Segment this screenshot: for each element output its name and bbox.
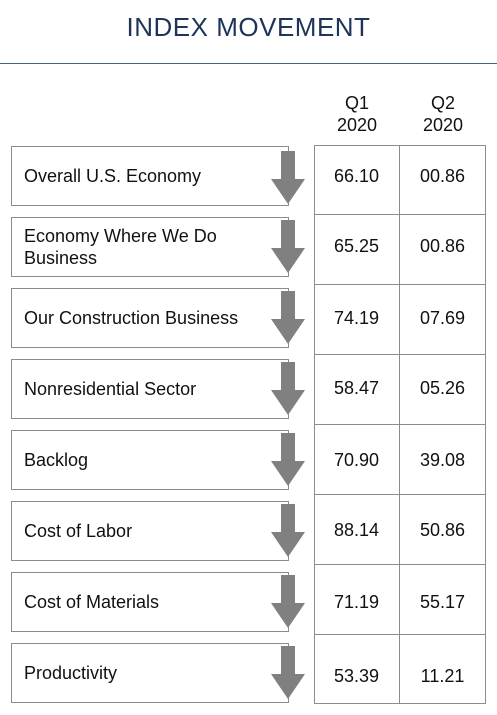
page-title: INDEX MOVEMENT — [126, 12, 371, 42]
table-row-divider — [314, 354, 486, 355]
down-arrow-icon — [271, 362, 305, 415]
q1-value: 58.47 — [333, 378, 380, 398]
index-label: Cost of Labor — [11, 501, 289, 561]
column-header-q1: Q1 2020 — [314, 92, 400, 136]
index-label: Our Construction Business — [11, 288, 289, 348]
down-arrow-icon — [271, 646, 305, 699]
down-arrow-icon — [271, 504, 305, 557]
index-label: Cost of Materials — [11, 572, 289, 632]
index-label-text: Overall U.S. Economy — [24, 166, 202, 186]
down-arrow-icon — [271, 220, 305, 273]
index-label-text: Economy Where We Do Business — [24, 226, 217, 268]
index-label-text: Our Construction Business — [24, 308, 239, 328]
down-arrow-icon — [271, 151, 305, 204]
q2-value: 50.86 — [419, 520, 466, 540]
q2-value: 05.26 — [419, 378, 466, 398]
column-quarter: Q1 — [344, 93, 369, 113]
title-divider — [0, 63, 497, 64]
q2-value: 55.17 — [419, 592, 466, 612]
index-label-text: Backlog — [24, 450, 89, 470]
table-row-divider — [314, 424, 486, 425]
table-row-divider — [314, 634, 486, 635]
index-label-text: Productivity — [24, 663, 118, 683]
q1-value: 65.25 — [333, 236, 380, 256]
q1-value: 70.90 — [333, 450, 380, 470]
table-row-divider — [314, 494, 486, 495]
column-quarter: Q2 — [430, 93, 455, 113]
table-row-divider — [314, 284, 486, 285]
q1-value: 74.19 — [333, 308, 380, 328]
index-label: Nonresidential Sector — [11, 359, 289, 419]
index-label: Productivity — [11, 643, 289, 703]
q2-value: 39.08 — [419, 450, 466, 470]
q1-value: 88.14 — [333, 520, 380, 540]
q1-value: 71.19 — [333, 592, 380, 612]
down-arrow-icon — [271, 291, 305, 344]
index-label: Backlog — [11, 430, 289, 490]
down-arrow-icon — [271, 575, 305, 628]
index-label-text: Cost of Labor — [24, 521, 133, 541]
q1-value: 66.10 — [333, 166, 380, 186]
q2-value: 00.86 — [419, 166, 466, 186]
q2-value: 11.21 — [420, 666, 465, 686]
index-label: Economy Where We Do Business — [11, 217, 289, 277]
q2-value: 07.69 — [419, 308, 466, 328]
table-row-divider — [314, 564, 486, 565]
column-year: 2020 — [336, 115, 378, 135]
table-row-divider — [314, 214, 486, 215]
index-label: Overall U.S. Economy — [11, 146, 289, 206]
index-label-text: Cost of Materials — [24, 592, 160, 612]
column-header-q2: Q2 2020 — [400, 92, 486, 136]
down-arrow-icon — [271, 433, 305, 486]
index-label-text: Nonresidential Sector — [24, 379, 197, 399]
q1-value: 53.39 — [333, 666, 380, 686]
column-year: 2020 — [422, 115, 464, 135]
q2-value: 00.86 — [419, 236, 466, 256]
